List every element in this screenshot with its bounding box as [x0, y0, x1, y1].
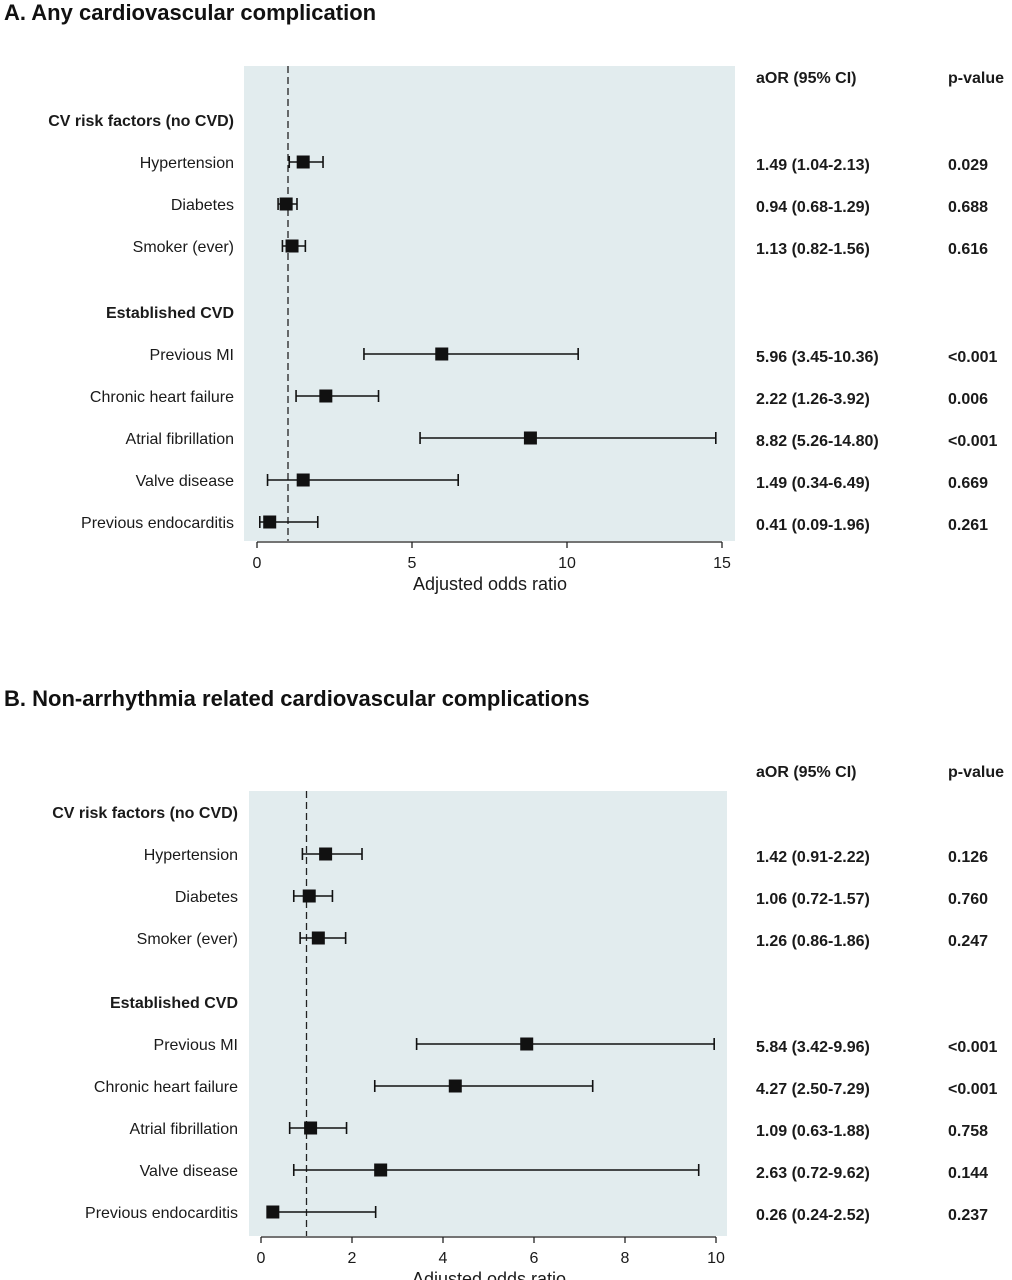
row-label: Previous endocarditis [85, 1205, 238, 1222]
aor-ci-value: 1.06 (0.72-1.57) [756, 891, 870, 908]
forest-plot-b: 0 2 4 6 8 10 Adjusted odds ratio aOR (95% CI) p-… [52, 764, 1004, 1280]
aor-ci-value: 8.82 (5.26-14.80) [756, 433, 879, 450]
point-estimate-marker [266, 1205, 280, 1219]
point-estimate-marker [319, 847, 333, 861]
row-label: Previous MI [154, 1037, 238, 1054]
p-value: 0.669 [948, 475, 988, 492]
row-label: Previous endocarditis [81, 515, 234, 532]
row-label: Valve disease [136, 473, 235, 490]
panel-a-title: A. Any cardiovascular complication [4, 0, 377, 25]
p-value: 0.261 [948, 517, 988, 534]
column-header-pvalue: p-value [948, 70, 1004, 87]
row-label: Valve disease [140, 1163, 239, 1180]
aor-ci-value: 4.27 (2.50-7.29) [756, 1081, 870, 1098]
x-tick-label: 8 [621, 1250, 630, 1267]
p-value: 0.247 [948, 933, 988, 950]
point-estimate-marker [302, 889, 316, 903]
point-estimate-marker [279, 197, 293, 211]
aor-ci-value: 0.94 (0.68-1.29) [756, 199, 870, 216]
p-value: 0.126 [948, 849, 988, 866]
point-estimate-marker [304, 1121, 318, 1135]
point-estimate-marker [319, 389, 333, 403]
group-heading: Established CVD [110, 995, 238, 1012]
x-axis-label: Adjusted odds ratio [413, 574, 567, 594]
x-tick-label: 0 [257, 1250, 266, 1267]
x-tick-label: 5 [408, 555, 417, 572]
point-estimate-marker [435, 347, 449, 361]
plot-background [244, 66, 735, 541]
x-tick-label: 6 [530, 1250, 539, 1267]
point-estimate-marker [311, 931, 325, 945]
column-header-pvalue: p-value [948, 764, 1004, 781]
p-value: 0.144 [948, 1165, 988, 1182]
aor-ci-value: 5.96 (3.45-10.36) [756, 349, 879, 366]
point-estimate-marker [520, 1037, 534, 1051]
p-value: 0.760 [948, 891, 988, 908]
x-tick-label: 10 [558, 555, 576, 572]
p-value: <0.001 [948, 1039, 997, 1056]
row-label: Chronic heart failure [90, 389, 234, 406]
x-tick-label: 15 [713, 555, 731, 572]
p-value: <0.001 [948, 1081, 997, 1098]
row-label: Smoker (ever) [137, 931, 238, 948]
point-estimate-marker [523, 431, 537, 445]
aor-ci-value: 1.49 (1.04-2.13) [756, 157, 870, 174]
panel-b-title: B. Non-arrhythmia related cardiovascular… [4, 686, 590, 711]
p-value: 0.758 [948, 1123, 988, 1140]
x-tick-label: 10 [707, 1250, 725, 1267]
p-value: <0.001 [948, 433, 997, 450]
aor-ci-value: 1.13 (0.82-1.56) [756, 241, 870, 258]
row-label: Diabetes [175, 889, 238, 906]
aor-ci-value: 1.42 (0.91-2.22) [756, 849, 870, 866]
row-label: Diabetes [171, 197, 234, 214]
forest-plot-a: 0 5 10 15 Adjusted odds ratio aOR (95% CI) p-v… [48, 66, 1004, 594]
aor-ci-value: 0.41 (0.09-1.96) [756, 517, 870, 534]
row-label: Smoker (ever) [133, 239, 234, 256]
p-value: 0.029 [948, 157, 988, 174]
row-label: Previous MI [150, 347, 234, 364]
aor-ci-value: 2.63 (0.72-9.62) [756, 1165, 870, 1182]
row-label: Atrial fibrillation [126, 431, 234, 448]
point-estimate-marker [285, 239, 299, 253]
aor-ci-value: 2.22 (1.26-3.92) [756, 391, 870, 408]
group-heading: CV risk factors (no CVD) [48, 113, 234, 130]
p-value: 0.616 [948, 241, 988, 258]
point-estimate-marker [296, 473, 310, 487]
x-tick-label: 0 [253, 555, 262, 572]
row-label: Chronic heart failure [94, 1079, 238, 1096]
point-estimate-marker [448, 1079, 462, 1093]
point-estimate-marker [263, 515, 277, 529]
row-label: Atrial fibrillation [130, 1121, 238, 1138]
p-value: 0.688 [948, 199, 988, 216]
group-heading: Established CVD [106, 305, 234, 322]
aor-ci-value: 1.49 (0.34-6.49) [756, 475, 870, 492]
aor-ci-value: 0.26 (0.24-2.52) [756, 1207, 870, 1224]
aor-ci-value: 1.26 (0.86-1.86) [756, 933, 870, 950]
x-tick-label: 2 [348, 1250, 357, 1267]
group-heading: CV risk factors (no CVD) [52, 805, 238, 822]
aor-ci-value: 5.84 (3.42-9.96) [756, 1039, 870, 1056]
aor-ci-value: 1.09 (0.63-1.88) [756, 1123, 870, 1140]
row-label: Hypertension [144, 847, 238, 864]
x-tick-label: 4 [439, 1250, 448, 1267]
point-estimate-marker [296, 155, 310, 169]
plot-background [249, 791, 727, 1236]
x-axis-label: Adjusted odds ratio [412, 1269, 566, 1280]
row-label: Hypertension [140, 155, 234, 172]
p-value: <0.001 [948, 349, 997, 366]
p-value: 0.237 [948, 1207, 988, 1224]
column-header-aor: aOR (95% CI) [756, 70, 856, 87]
p-value: 0.006 [948, 391, 988, 408]
column-header-aor: aOR (95% CI) [756, 764, 856, 781]
point-estimate-marker [374, 1163, 388, 1177]
